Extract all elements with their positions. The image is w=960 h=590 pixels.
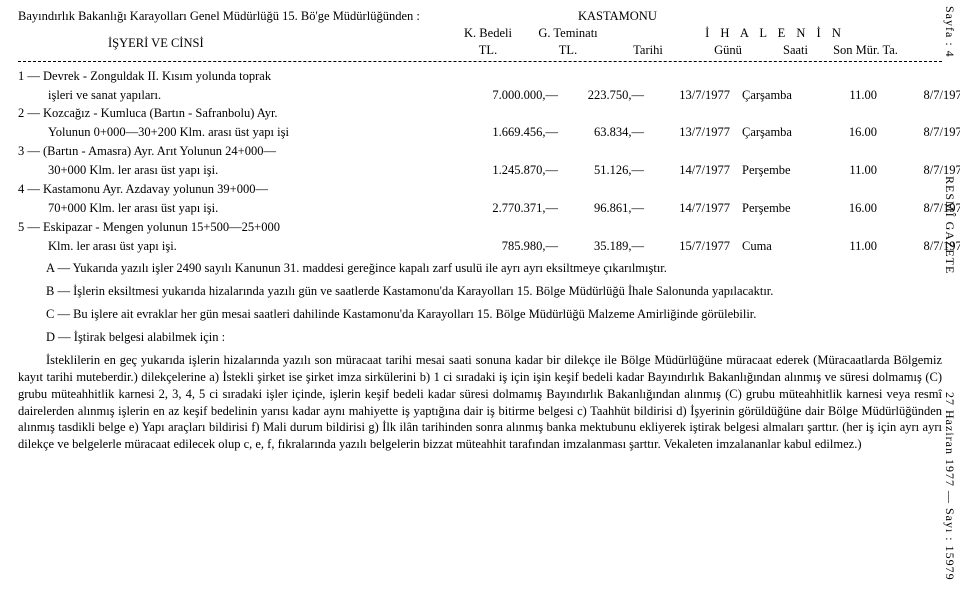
para-a: A — Yukarıda yazılı işler 2490 sayılı Ka… — [18, 260, 942, 277]
row-saat: 11.00 — [822, 87, 883, 104]
col-ihale: İ H A L E N İ N — [608, 25, 942, 42]
row-tarih: 14/7/1977 — [650, 200, 736, 217]
row-desc: 3 — (Bartın - Amasra) Ayr. Arıt Yolunun … — [18, 143, 458, 160]
sidebar-tarih: 27 Haziran 1977 — Sayı : 15979 — [942, 392, 958, 581]
para-b: B — İşlerin eksiltmesi yukarıda hizaları… — [18, 283, 942, 300]
page-sidebar: Sayfa : 4 RESMÎ GAZETE 27 Haziran 1977 —… — [942, 6, 958, 581]
row-desc2: Yolunun 0+000—30+200 Klm. arası üst yapı… — [18, 124, 478, 141]
row-saat: 11.00 — [822, 238, 883, 255]
row-gun: Çarşamba — [736, 87, 822, 104]
row-teminat: 223.750,— — [564, 87, 650, 104]
row-bedel: 2.770.371,— — [478, 200, 564, 217]
col-bedel-1: K. Bedeli — [448, 25, 528, 42]
item-5: 5 — Eskipazar - Mengen yolunun 15+500—25… — [18, 219, 942, 255]
row-saat: 11.00 — [822, 162, 883, 179]
item-2: 2 — Kozcağız - Kumluca (Bartın - Safranb… — [18, 105, 942, 141]
row-gun: Çarşamba — [736, 124, 822, 141]
row-teminat: 96.861,— — [564, 200, 650, 217]
row-desc: 2 — Kozcağız - Kumluca (Bartın - Safranb… — [18, 105, 458, 122]
divider — [18, 61, 942, 62]
col-teminat-2: TL. — [528, 42, 608, 59]
para-d: D — İştirak belgesi alabilmek için : — [18, 329, 942, 346]
row-saat: 16.00 — [822, 200, 883, 217]
header-title: Bayındırlık Bakanlığı Karayolları Genel … — [18, 8, 578, 25]
row-desc2: 70+000 Klm. ler arası üst yapı işi. — [18, 200, 478, 217]
col-son: Son Mür. Ta. — [823, 42, 908, 59]
header-row-2: İŞYERİ VE CİNSİ K. Bedeli TL. G. Teminat… — [18, 25, 942, 59]
row-teminat: 35.189,— — [564, 238, 650, 255]
row-gun: Perşembe — [736, 162, 822, 179]
row-desc: 5 — Eskipazar - Mengen yolunun 15+500—25… — [18, 219, 458, 236]
sidebar-gazete: RESMÎ GAZETE — [942, 176, 958, 274]
row-tarih: 13/7/1977 — [650, 124, 736, 141]
row-gun: Perşembe — [736, 200, 822, 217]
header-columns: K. Bedeli TL. G. Teminatı TL. İ H A L E … — [448, 25, 942, 59]
row-gun: Cuma — [736, 238, 822, 255]
row-bedel: 1.245.870,— — [478, 162, 564, 179]
row-teminat: 51.126,— — [564, 162, 650, 179]
item-1: 1 — Devrek - Zonguldak II. Kısım yolunda… — [18, 68, 942, 104]
row-bedel: 7.000.000,— — [478, 87, 564, 104]
col-bedel-2: TL. — [448, 42, 528, 59]
row-desc2: 30+000 Klm. ler arası üst yapı işi. — [18, 162, 478, 179]
item-4: 4 — Kastamonu Ayr. Azdavay yolunun 39+00… — [18, 181, 942, 217]
row-desc2: işleri ve sanat yapıları. — [18, 87, 478, 104]
header-city: KASTAMONU — [578, 8, 657, 25]
row-tarih: 14/7/1977 — [650, 162, 736, 179]
header-row-1: Bayındırlık Bakanlığı Karayolları Genel … — [18, 8, 942, 25]
row-saat: 16.00 — [822, 124, 883, 141]
row-desc2: Klm. ler arası üst yapı işi. — [18, 238, 478, 255]
row-teminat: 63.834,— — [564, 124, 650, 141]
col-tarihi: Tarihi — [608, 42, 688, 59]
para-e: İsteklilerin en geç yukarıda işlerin hiz… — [18, 352, 942, 453]
col-gunu: Günü — [688, 42, 768, 59]
col-saati: Saati — [768, 42, 823, 59]
row-bedel: 1.669.456,— — [478, 124, 564, 141]
sidebar-sayfa: Sayfa : 4 — [942, 6, 958, 58]
item-3: 3 — (Bartın - Amasra) Ayr. Arıt Yolunun … — [18, 143, 942, 179]
row-bedel: 785.980,— — [478, 238, 564, 255]
header-isyeri: İŞYERİ VE CİNSİ — [18, 35, 448, 52]
row-desc: 1 — Devrek - Zonguldak II. Kısım yolunda… — [18, 68, 458, 85]
para-c: C — Bu işlere ait evraklar her gün mesai… — [18, 306, 942, 323]
col-teminat-1: G. Teminatı — [528, 25, 608, 42]
row-tarih: 13/7/1977 — [650, 87, 736, 104]
row-tarih: 15/7/1977 — [650, 238, 736, 255]
row-desc: 4 — Kastamonu Ayr. Azdavay yolunun 39+00… — [18, 181, 458, 198]
